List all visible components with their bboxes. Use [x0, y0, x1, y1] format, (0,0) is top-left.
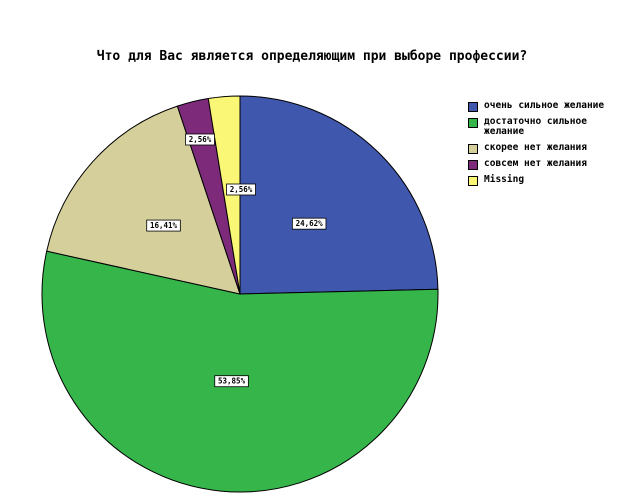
data-label-box [214, 375, 249, 388]
pie-slice-5 [207, 95, 241, 295]
pie-slice-1 [239, 95, 439, 295]
data-label-box [291, 217, 327, 230]
data-label-text: 16,41% [150, 221, 178, 230]
data-label-4: 2,56% [185, 133, 215, 146]
legend-swatch [468, 144, 478, 154]
legend-label: совсем нет желания [484, 158, 587, 169]
data-label-box [146, 219, 181, 232]
legend-item-3: скорее нет желания [468, 142, 624, 154]
legend-label: Missing [484, 174, 525, 185]
legend-swatch [468, 118, 478, 128]
data-label-box [226, 183, 256, 196]
data-label-box [185, 133, 215, 146]
data-label-text: 2,56% [189, 135, 212, 144]
data-label-text: 53,85% [218, 377, 246, 386]
data-label-text: 24,62% [296, 219, 324, 228]
data-label-1: 24,62% [291, 217, 327, 230]
pie-slice-3 [46, 105, 241, 295]
chart-title: Что для Вас является определяющим при вы… [96, 49, 528, 64]
pie-slices [41, 95, 439, 493]
data-label-2: 53,85% [214, 375, 249, 388]
legend: очень сильное желание достаточно сильное … [468, 101, 624, 191]
legend-item-2: достаточно сильное желание [468, 117, 624, 137]
data-label-5: 2,56% [226, 183, 256, 196]
legend-swatch [468, 176, 478, 186]
legend-item-1: очень сильное желание [468, 100, 624, 112]
legend-item-4: совсем нет желания [468, 158, 624, 170]
legend-item-5: Missing [468, 174, 624, 186]
legend-label: очень сильное желание [484, 100, 605, 111]
legend-swatch [468, 102, 478, 112]
pie-data-labels: 24,62% 53,85% 16,41% 2,56% 2,56% [146, 133, 327, 388]
pie-slice-2 [41, 250, 439, 493]
legend-label: достаточно сильное желание [484, 116, 587, 137]
data-label-text: 2,56% [230, 185, 253, 194]
legend-label: скорее нет желания [484, 142, 587, 153]
data-label-3: 16,41% [146, 219, 181, 232]
legend-swatch [468, 160, 478, 170]
